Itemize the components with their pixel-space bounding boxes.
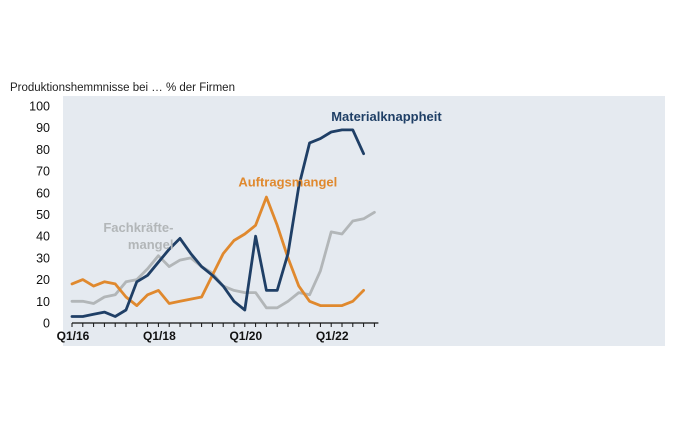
y-axis-title: Produktionshemmnisse bei … % der Firmen bbox=[10, 82, 235, 94]
series-label: Materialknappheit bbox=[331, 109, 442, 124]
x-tick-label: Q1/22 bbox=[316, 329, 349, 343]
y-tick-label: 70 bbox=[36, 165, 50, 179]
y-tick-label: 20 bbox=[36, 273, 50, 287]
series-labels: Materialknappheit Auftragsmangel Fachkräft… bbox=[103, 109, 442, 252]
x-tick-label: Q1/20 bbox=[229, 329, 262, 343]
y-tick-label: 0 bbox=[43, 317, 50, 331]
series-label: Fachkräfte-mangel bbox=[103, 220, 173, 252]
y-tick-label: 100 bbox=[29, 100, 50, 114]
x-axis: Q1/16 Q1/18 Q1/20 Q1/22 bbox=[57, 322, 379, 343]
y-axis: 0 10 20 30 40 50 60 70 80 90 100 bbox=[29, 100, 50, 331]
y-tick-label: 60 bbox=[36, 186, 50, 200]
y-tick-label: 90 bbox=[36, 121, 50, 135]
series-line-auftragsmangel bbox=[70, 195, 366, 308]
x-tick-label: Q1/18 bbox=[143, 329, 176, 343]
y-tick-label: 10 bbox=[36, 295, 50, 309]
y-tick-label: 30 bbox=[36, 251, 50, 265]
y-tick-label: 40 bbox=[36, 230, 50, 244]
plot-background bbox=[63, 96, 665, 346]
x-tick-label: Q1/16 bbox=[57, 329, 90, 343]
series-label: Auftragsmangel bbox=[238, 174, 337, 189]
series-line-materialknappheit bbox=[70, 128, 366, 318]
y-tick-label: 50 bbox=[36, 208, 50, 222]
y-tick-label: 80 bbox=[36, 143, 50, 157]
series-layer bbox=[70, 128, 376, 318]
